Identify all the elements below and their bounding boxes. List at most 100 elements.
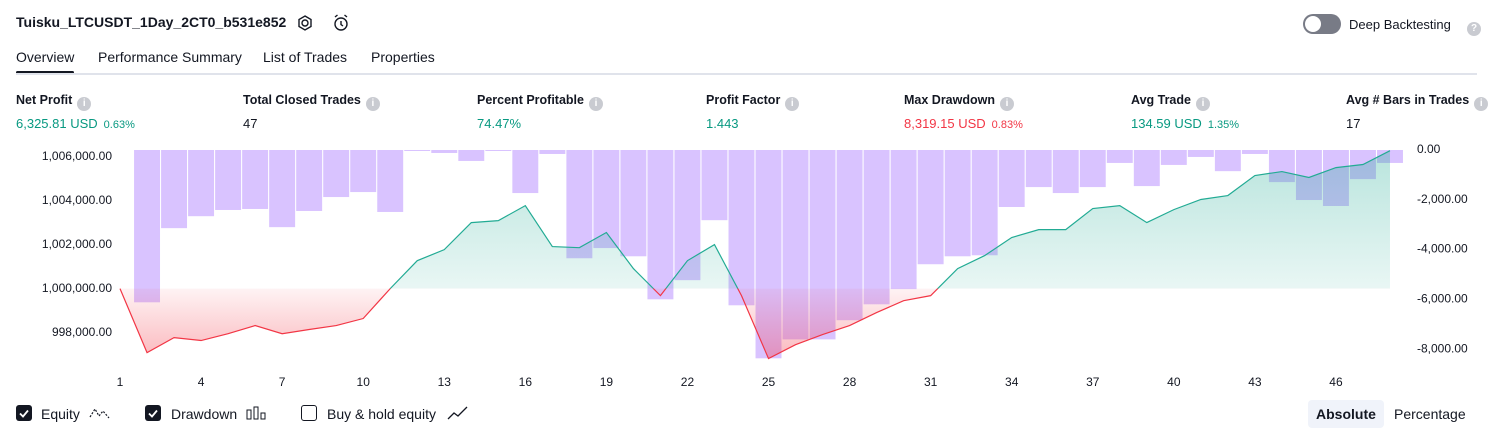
drawdown-bar xyxy=(431,150,458,153)
equity-area xyxy=(120,150,1390,359)
drawdown-bar xyxy=(1241,150,1268,154)
x-tick-label: 37 xyxy=(1086,375,1100,389)
metric-label-text: Percent Profitable xyxy=(477,93,584,107)
y2-tick-label: -4,000.00 xyxy=(1417,242,1468,256)
drawdown-bar xyxy=(620,150,647,257)
metric-value: 134.59 USD 1.35% xyxy=(1131,116,1239,131)
drawdown-bar xyxy=(296,150,323,211)
x-tick-label: 31 xyxy=(924,375,938,389)
drawdown-bar xyxy=(863,150,890,305)
metric-label: Profit Factor i xyxy=(706,93,800,111)
metric-label-text: Profit Factor xyxy=(706,93,781,107)
drawdown-bar xyxy=(134,150,161,303)
tab[interactable]: Overview xyxy=(16,49,75,65)
tab[interactable]: List of Trades xyxy=(263,49,348,65)
x-tick-label: 13 xyxy=(438,375,452,389)
tab[interactable]: Performance Summary xyxy=(98,49,242,65)
drawdown-bar xyxy=(1106,150,1133,163)
metric-value-text: 74.47% xyxy=(477,116,522,131)
tab-divider xyxy=(16,73,1477,75)
x-tick-label: 34 xyxy=(1005,375,1019,389)
tab[interactable]: Properties xyxy=(371,49,435,65)
y-tick-label: 1,002,000.00 xyxy=(42,237,112,251)
metric-label: Total Closed Trades i xyxy=(243,93,380,111)
drawdown-bar xyxy=(323,150,350,198)
settings-icon[interactable] xyxy=(296,14,314,32)
strategy-title: Tuisku_LTCUSDT_1Day_2CT0_b531e852 xyxy=(16,14,287,30)
metric-value-text: 8,319.15 USD xyxy=(904,116,986,131)
check-mark xyxy=(19,409,29,418)
drawdown-bar xyxy=(971,150,998,256)
drawdown-bar xyxy=(944,150,971,257)
metric-label-text: Total Closed Trades xyxy=(243,93,361,107)
metric: Avg Trade i 134.59 USD 1.35% xyxy=(1131,93,1239,131)
metric-percent: 1.35% xyxy=(1207,119,1240,131)
metric: Total Closed Trades i 47 xyxy=(243,93,380,131)
metric: Percent Profitable i 74.47% xyxy=(477,93,603,131)
y2-tick-label: -6,000.00 xyxy=(1417,291,1468,305)
metric-value-text: 47 xyxy=(243,116,258,131)
drawdown-bar xyxy=(566,150,593,259)
drawdown-icon xyxy=(246,406,266,420)
legend-label: Drawdown xyxy=(171,406,238,422)
drawdown-bar xyxy=(350,150,377,193)
metric-value-text: 1.443 xyxy=(706,116,739,131)
metric-value: 8,319.15 USD 0.83% xyxy=(904,116,1023,131)
x-tick-label: 1 xyxy=(117,375,124,389)
checkbox[interactable] xyxy=(145,405,161,421)
drawdown-bar xyxy=(215,150,242,210)
check-mark xyxy=(148,409,158,418)
legend-label: Buy & hold equity xyxy=(327,406,436,422)
drawdown-bar xyxy=(1052,150,1079,194)
x-tick-label: 40 xyxy=(1167,375,1181,389)
drawdown-bar xyxy=(701,150,728,221)
drawdown-bar xyxy=(188,150,215,217)
tab-underline xyxy=(16,71,75,74)
buy-hold-icon xyxy=(447,406,468,420)
drawdown-bar xyxy=(593,150,620,249)
scale-button[interactable]: Absolute xyxy=(1308,400,1384,428)
x-tick-label: 25 xyxy=(762,375,776,389)
drawdown-bar xyxy=(998,150,1025,207)
y-tick-label: 1,006,000.00 xyxy=(42,149,112,163)
metric-value: 47 xyxy=(243,116,380,131)
metric: Avg # Bars in Trades i 17 xyxy=(1346,93,1489,131)
x-tick-label: 4 xyxy=(198,375,205,389)
help-icon[interactable]: ? xyxy=(1462,17,1481,36)
drawdown-bar xyxy=(647,150,674,300)
metric-label: Percent Profitable i xyxy=(477,93,603,111)
drawdown-bar xyxy=(1079,150,1106,188)
x-tick-label: 43 xyxy=(1248,375,1262,389)
metric: Net Profit i 6,325.81 USD 0.63% xyxy=(16,93,135,131)
metric-label: Max Drawdown i xyxy=(904,93,1023,111)
drawdown-bar xyxy=(1160,150,1187,165)
scale-button[interactable]: Percentage xyxy=(1394,406,1466,422)
equity-line xyxy=(119,150,1391,360)
alert-icon[interactable] xyxy=(331,13,351,33)
x-tick-label: 7 xyxy=(279,375,286,389)
metric: Max Drawdown i 8,319.15 USD 0.83% xyxy=(904,93,1023,131)
metric-value: 6,325.81 USD 0.63% xyxy=(16,116,135,131)
metric-value-text: 134.59 USD xyxy=(1131,116,1202,131)
checkbox[interactable] xyxy=(301,405,317,421)
info-icon: i xyxy=(365,97,380,111)
checkbox[interactable] xyxy=(16,405,32,421)
metric-value-text: 17 xyxy=(1346,116,1361,131)
x-tick-label: 10 xyxy=(357,375,371,389)
y2-tick-label: 0.00 xyxy=(1417,142,1441,156)
drawdown-bar xyxy=(269,150,296,228)
y-tick-label: 1,004,000.00 xyxy=(42,193,112,207)
x-tick-label: 28 xyxy=(843,375,857,389)
info-icon: i xyxy=(77,97,92,111)
metric-value: 17 xyxy=(1346,116,1488,131)
drawdown-bar xyxy=(539,150,566,154)
metric-label: Avg # Bars in Trades i xyxy=(1346,93,1489,111)
drawdown-bar xyxy=(485,150,512,151)
drawdown-bar xyxy=(404,150,431,151)
drawdown-bar xyxy=(377,150,404,212)
drawdown-bar xyxy=(1214,150,1241,172)
metric-label: Avg Trade i xyxy=(1131,93,1239,111)
metric-value: 1.443 xyxy=(706,116,799,131)
toggle-switch[interactable] xyxy=(1303,14,1341,34)
